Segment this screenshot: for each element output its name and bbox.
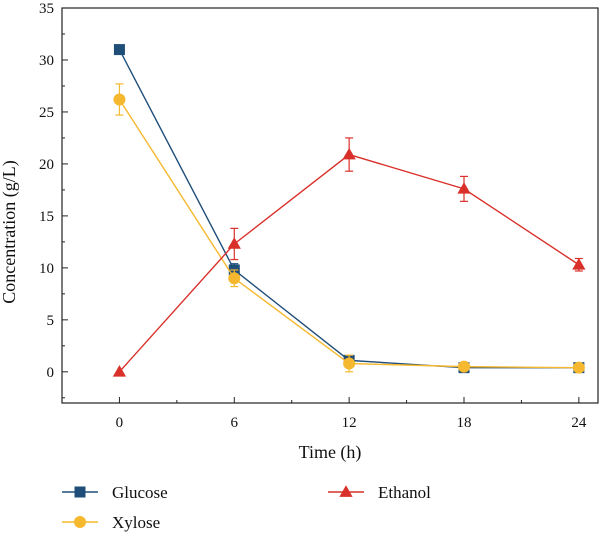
legend-item-ethanol: Ethanol: [328, 483, 431, 502]
y-tick-label: 5: [47, 313, 55, 329]
data-point: [343, 357, 356, 370]
y-tick-label: 25: [39, 105, 54, 121]
data-point: [457, 182, 471, 194]
y-axis-title: Concentration (g/L): [0, 160, 20, 303]
y-tick-label: 15: [39, 209, 54, 225]
x-tick-label: 18: [457, 415, 472, 431]
legend-label: Ethanol: [378, 483, 431, 502]
x-tick-label: 24: [571, 415, 587, 431]
data-point: [228, 272, 241, 285]
legend-marker: [339, 485, 353, 497]
series-xylose: [113, 83, 585, 374]
plot-frame: [61, 7, 599, 404]
legend: Glucose Xylose Ethanol: [62, 483, 431, 532]
y-tick-label: 20: [39, 157, 54, 173]
x-tick-label: 0: [116, 415, 124, 431]
series-ethanol: [112, 137, 586, 377]
y-tick-label: 0: [47, 365, 55, 381]
plot-series: [112, 44, 586, 377]
data-point: [342, 147, 356, 160]
legend-marker: [74, 516, 86, 528]
legend-label: Xylose: [112, 513, 160, 532]
x-tick-label: 12: [342, 415, 357, 431]
y-tick-label: 30: [39, 53, 54, 69]
series-line: [118, 153, 580, 373]
data-point: [227, 237, 241, 249]
data-point: [572, 257, 586, 270]
plot-axes: 0 5 10 15 20 25 30 35 0 6 12 18 24: [39, 1, 599, 431]
data-point: [572, 361, 585, 374]
data-point: [112, 365, 127, 377]
data-point: [113, 93, 126, 106]
series-line: [118, 49, 579, 369]
x-axis-title: Time (h): [299, 442, 362, 463]
x-tick-label: 6: [231, 415, 239, 431]
series-glucose: [113, 44, 585, 374]
data-point: [113, 44, 125, 56]
legend-marker: [74, 486, 86, 498]
y-tick-label: 10: [39, 261, 54, 277]
legend-item-glucose: Glucose: [62, 483, 168, 502]
y-tick-label: 35: [39, 1, 54, 17]
data-point: [458, 360, 470, 373]
legend-item-xylose: Xylose: [62, 513, 160, 532]
legend-label: Glucose: [112, 483, 168, 502]
